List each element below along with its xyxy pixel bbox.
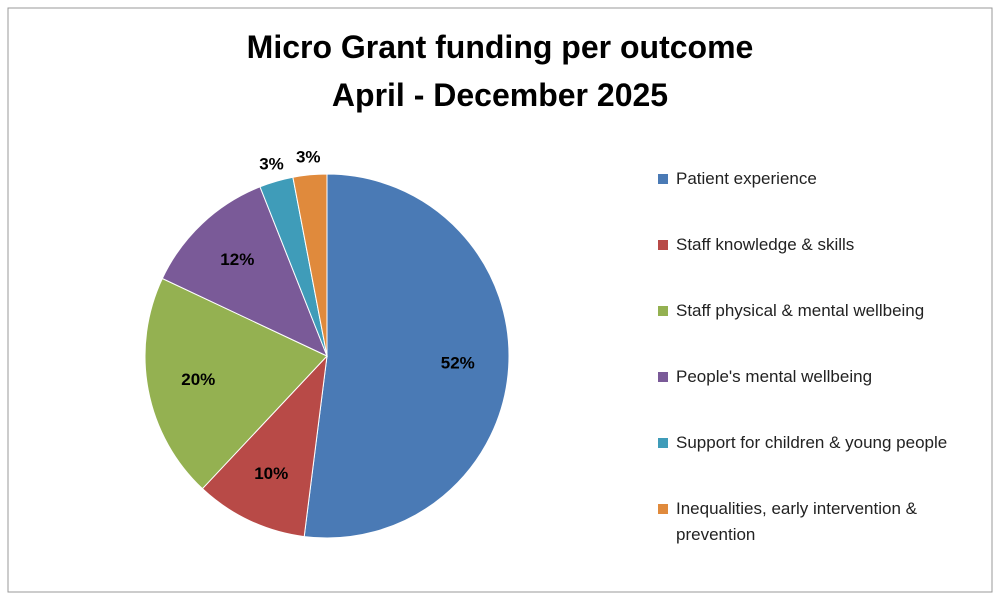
- legend-item: People's mental wellbeing: [658, 364, 968, 430]
- legend-swatch: [658, 240, 668, 250]
- legend-label: Patient experience: [676, 169, 817, 188]
- legend-swatch: [658, 438, 668, 448]
- chart-title: April - December 2025: [332, 77, 668, 113]
- data-label: 10%: [254, 464, 288, 483]
- data-label: 20%: [181, 370, 215, 389]
- pie-slice: [161, 186, 328, 357]
- data-label: 3%: [296, 147, 321, 166]
- pie-slice: [303, 173, 510, 539]
- legend-swatch: [658, 504, 668, 514]
- legend-item: Support for children & young people: [658, 430, 968, 496]
- chart-title: Micro Grant funding per outcome: [247, 29, 754, 65]
- legend: Patient experience Staff knowledge & skil…: [658, 166, 968, 562]
- pie-slice: [201, 354, 328, 538]
- legend-label: Staff knowledge & skills: [676, 235, 855, 254]
- legend-item: Staff physical & mental wellbeing: [658, 298, 968, 364]
- data-label: 52%: [441, 354, 475, 373]
- data-label: 3%: [259, 154, 284, 173]
- legend-swatch: [658, 306, 668, 316]
- legend-item: Patient experience: [658, 166, 968, 232]
- legend-label: Support for children & young people: [676, 433, 948, 452]
- pie-slice: [292, 173, 328, 357]
- legend-item: Staff knowledge & skills: [658, 232, 968, 298]
- data-label: 12%: [220, 250, 254, 269]
- legend-label: Inequalities, early intervention & preve…: [676, 499, 917, 544]
- legend-item: Inequalities, early intervention & preve…: [658, 496, 968, 562]
- legend-label: People's mental wellbeing: [676, 367, 873, 386]
- legend-label: Staff physical & mental wellbeing: [676, 301, 925, 320]
- legend-swatch: [658, 372, 668, 382]
- legend-swatch: [658, 174, 668, 184]
- pie-slice: [144, 277, 328, 490]
